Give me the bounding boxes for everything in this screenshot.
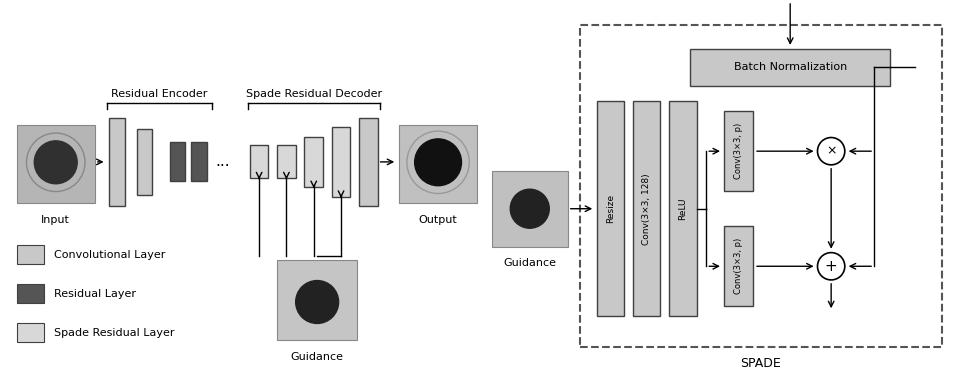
Bar — [277, 260, 357, 341]
Text: Guidance: Guidance — [503, 259, 555, 269]
Text: Conv(3×3, p): Conv(3×3, p) — [733, 238, 742, 295]
Text: Spade Residual Decoder: Spade Residual Decoder — [245, 89, 382, 99]
Bar — [16, 245, 44, 264]
Text: +: + — [824, 259, 837, 274]
Bar — [491, 171, 567, 247]
Text: Batch Normalization: Batch Normalization — [733, 62, 846, 72]
Text: Residual Encoder: Residual Encoder — [111, 89, 208, 99]
Bar — [399, 125, 477, 203]
Text: ...: ... — [215, 154, 230, 170]
Bar — [723, 226, 752, 306]
Circle shape — [295, 280, 338, 324]
Bar — [277, 145, 295, 178]
Bar — [191, 142, 207, 181]
Bar — [669, 101, 696, 316]
Text: Guidance: Guidance — [290, 352, 343, 362]
Text: SPADE: SPADE — [740, 357, 780, 370]
Text: Conv(3×3, p): Conv(3×3, p) — [733, 123, 742, 179]
Text: Resize: Resize — [605, 194, 615, 223]
Bar — [136, 129, 152, 195]
Bar — [304, 137, 323, 187]
Circle shape — [509, 189, 549, 228]
Text: Residual Layer: Residual Layer — [54, 289, 136, 299]
Bar — [723, 111, 752, 191]
Bar — [16, 323, 44, 342]
Text: Output: Output — [418, 214, 457, 224]
Bar — [358, 118, 378, 206]
Bar — [332, 127, 350, 197]
Text: ×: × — [825, 145, 835, 158]
Text: ReLU: ReLU — [678, 197, 687, 220]
Bar — [170, 142, 185, 181]
Bar — [579, 25, 942, 347]
Circle shape — [35, 141, 77, 184]
Bar — [632, 101, 660, 316]
Text: Conv(3×3, 128): Conv(3×3, 128) — [642, 173, 651, 244]
Bar — [250, 145, 268, 178]
Text: Convolutional Layer: Convolutional Layer — [54, 250, 165, 260]
Text: Spade Residual Layer: Spade Residual Layer — [54, 328, 174, 338]
Bar — [16, 125, 95, 203]
Bar — [16, 284, 44, 303]
Bar — [597, 101, 624, 316]
Circle shape — [414, 139, 461, 186]
Bar — [689, 49, 889, 86]
Text: Input: Input — [41, 214, 70, 224]
Bar — [110, 118, 125, 206]
